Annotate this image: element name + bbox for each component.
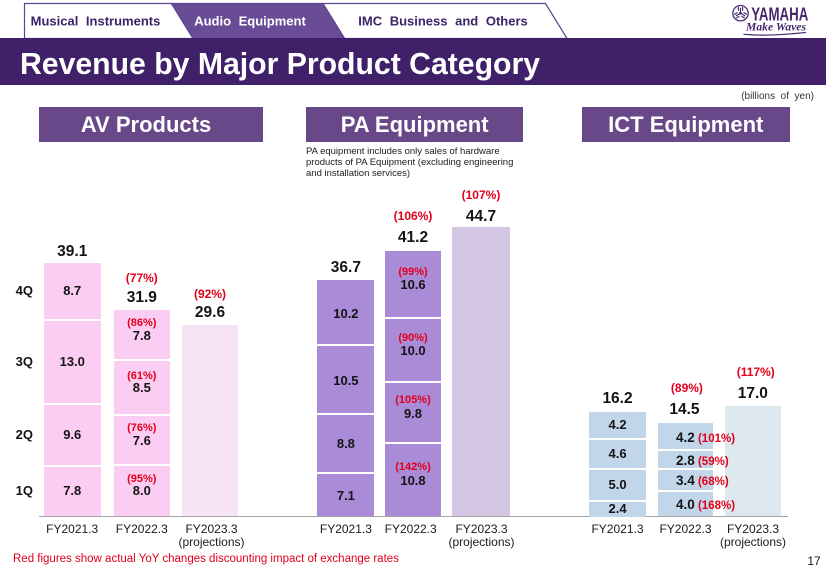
svg-text:YAMAHA: YAMAHA [751,3,808,24]
svg-text:Musical Instruments: Musical Instruments [31,14,161,29]
svg-text:Audio Equipment: Audio Equipment [194,14,306,29]
svg-text:IMC Business and Others: IMC Business and Others [358,14,527,29]
svg-text:Make Waves: Make Waves [745,22,807,34]
